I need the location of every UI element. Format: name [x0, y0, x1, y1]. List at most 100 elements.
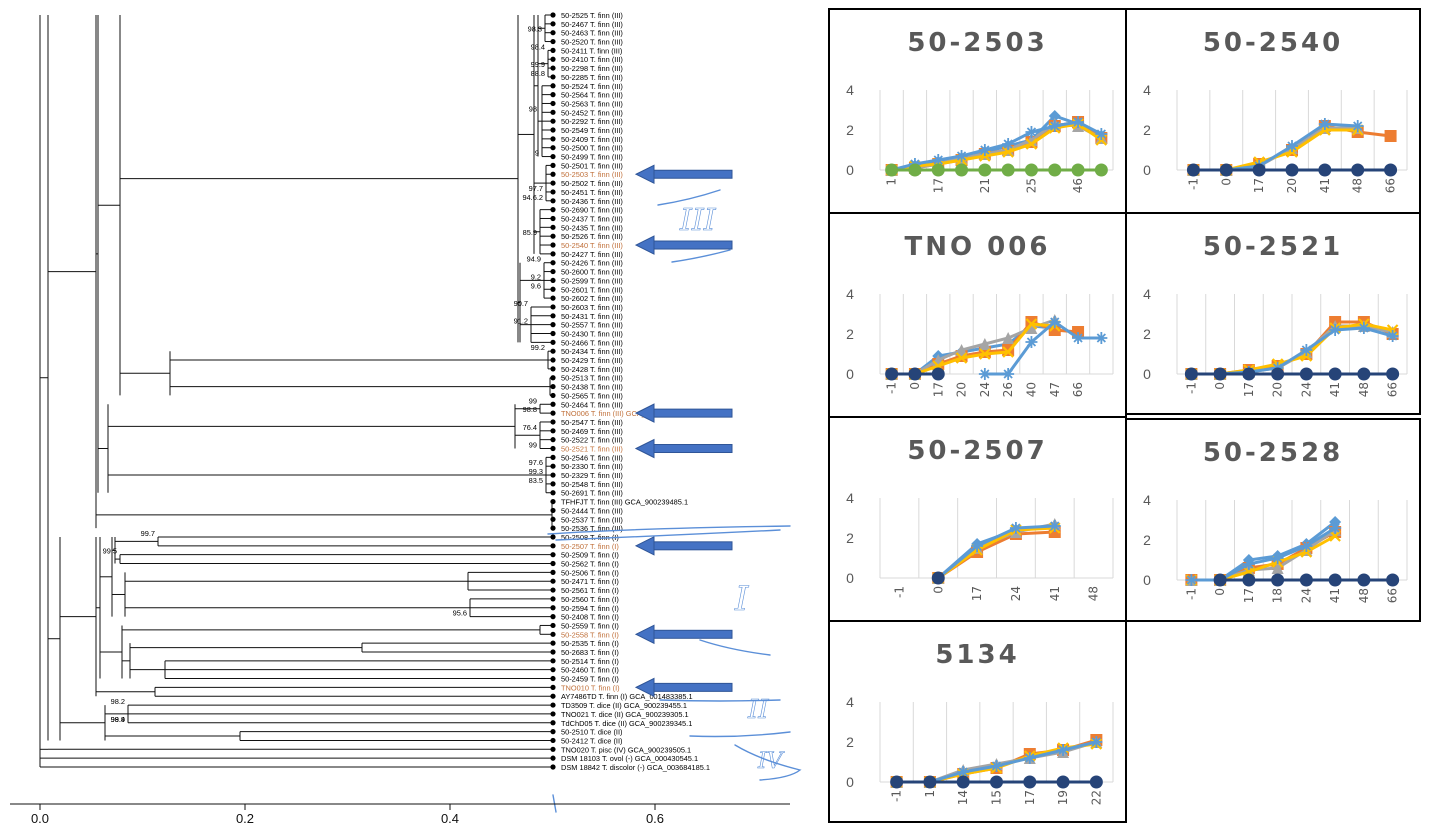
x-tick-label: 66 [1386, 382, 1400, 397]
leaf-label: 50-2469 T. finn (III) [561, 427, 623, 436]
x-tick-label: 20 [1285, 178, 1299, 193]
data-point [1024, 163, 1038, 177]
data-point [1095, 128, 1108, 140]
data-point [990, 760, 1003, 772]
y-tick-label: 0 [846, 774, 854, 790]
leaf-label: TD3509 T. dice (II) GCA_900239455.1 [561, 701, 687, 710]
bootstrap-value: 98.2 [111, 697, 125, 706]
leaf-node-dot [550, 348, 556, 354]
scale-axis: 0.0 0.2 0.4 0.6 [10, 803, 790, 823]
x-tick-label: 17 [1242, 588, 1256, 603]
x-tick-label: 26 [1001, 382, 1015, 397]
leaf-label: 50-2467 T. finn (III) [561, 20, 623, 29]
x-tick-label: 0 [908, 382, 922, 390]
bootstrap-value: 88.8 [531, 69, 545, 78]
pen-stroke [671, 249, 731, 263]
y-tick-label: 4 [846, 490, 854, 506]
leaf-node-dot [550, 109, 556, 115]
x-tick-label: 41 [1048, 586, 1062, 601]
leaf-label: 50-2434 T. finn (III) [561, 347, 623, 356]
leaf-label: 50-2501 T. finn (III) [561, 161, 623, 170]
data-point [990, 775, 1003, 789]
y-tick-label: 2 [1143, 326, 1151, 342]
axis-tick-label: 0.6 [646, 811, 664, 823]
leaf-node-dot [550, 614, 556, 620]
data-point [1300, 540, 1313, 552]
x-tick-label: -1 [892, 586, 906, 598]
line-chart: 0 2 4 -1 1 14 15 17 19 22 [846, 694, 1114, 805]
leaf-label: 50-2466 T. finn (III) [561, 338, 623, 347]
leaf-label: 50-2444 T. finn (III) [561, 506, 623, 515]
y-tick-label: 0 [1143, 162, 1151, 178]
data-point [885, 163, 899, 177]
x-tick-label: 41 [1328, 382, 1342, 397]
series-line [891, 120, 1103, 172]
bootstrap-value: 85.9 [523, 228, 537, 237]
roman-numeral-annotation: I [734, 579, 749, 619]
leaf-label: 50-2499 T. finn (III) [561, 153, 623, 162]
series [885, 163, 1108, 177]
arrow-shaft [651, 629, 733, 639]
leaf-label: 50-2427 T. finn (III) [561, 250, 623, 259]
data-point [1386, 330, 1399, 342]
chart-title: 50-2540 [1202, 28, 1344, 58]
bootstrap-value: 99.7 [141, 529, 155, 538]
axis-tick-label: 0.4 [441, 811, 459, 823]
leaf-node-dot [550, 516, 556, 522]
leaf-node-dot [550, 525, 556, 531]
leaf-label: TNO006 T. finn (III) GCA_900239185.1 [561, 409, 689, 418]
data-point [908, 367, 922, 381]
arrow-head [634, 536, 655, 556]
data-point [931, 367, 945, 381]
x-tick-label: 48 [1087, 586, 1101, 601]
pen-stroke [699, 639, 771, 656]
bootstrap-value: 76.4 [523, 423, 537, 432]
leaf-node-dot [550, 180, 556, 186]
x-tick-label: 18 [1271, 588, 1285, 603]
leaf-label: 50-2547 T. finn (III) [561, 418, 623, 427]
y-tick-label: 2 [846, 734, 854, 750]
data-point [1009, 522, 1022, 534]
leaf-label: 50-2428 T. finn (III) [561, 365, 623, 374]
y-tick-label: 0 [1143, 572, 1151, 588]
data-point [1329, 324, 1342, 336]
leaf-label: TdChD05 T. dice (II) GCA_900239345.1 [561, 719, 692, 728]
arrow-head [634, 677, 655, 698]
bootstrap-value: 91.2 [514, 317, 528, 326]
axis-tick-label: 0.2 [236, 811, 254, 823]
bootstrap-value: 97.7 [529, 184, 543, 193]
data-point [956, 775, 970, 789]
x-tick-label: 66 [1384, 178, 1398, 193]
bootstrap-values: 98.398.499.988.898.997.794.6.285.994.99.… [103, 25, 545, 724]
leaf-node-dot [550, 507, 556, 514]
chart-panel-50-2507: 50-2507 0 2 4 -1 0 17 24 41 48 [828, 416, 1127, 622]
leaf-node-dot [550, 233, 556, 239]
data-point [1094, 163, 1108, 177]
line-chart: 0 2 4 -1 0 17 20 41 48 66 [1143, 82, 1408, 193]
line-chart: 024-1 0 17 18 24 41 48 66 [1143, 492, 1408, 603]
data-point [1328, 367, 1342, 381]
data-point [1252, 163, 1266, 177]
leaf-label: 50-2292 T. finn (III) [561, 117, 623, 126]
leaf-node-dot [550, 12, 556, 18]
leaf-node-dot [550, 534, 556, 540]
arrow-head [634, 403, 655, 423]
leaf-node-dot [550, 498, 556, 505]
leaf-label: 50-2329 T. finn (III) [561, 471, 623, 480]
data-point [1213, 573, 1227, 587]
leaf-label: 50-2502 T. finn (III) [561, 179, 623, 188]
data-point [1025, 336, 1038, 348]
leaf-label: 50-2559 T. finn (I) [561, 621, 619, 630]
y-tick-label: 2 [1143, 532, 1151, 548]
data-point [957, 766, 970, 778]
x-tick-label: 1 [885, 178, 899, 186]
leaf-label: 50-2411 T. finn (III) [561, 46, 622, 55]
leaf-label: DSM 18842 T. discolor (-) GCA_003684185.… [561, 763, 710, 772]
leaf-node-dot [550, 569, 556, 575]
leaf-node-dot [550, 224, 556, 230]
data-point [932, 154, 945, 166]
data-point [1048, 520, 1061, 532]
bootstrap-value: 99.9 [111, 715, 125, 724]
leaf-node-dot [550, 490, 556, 496]
